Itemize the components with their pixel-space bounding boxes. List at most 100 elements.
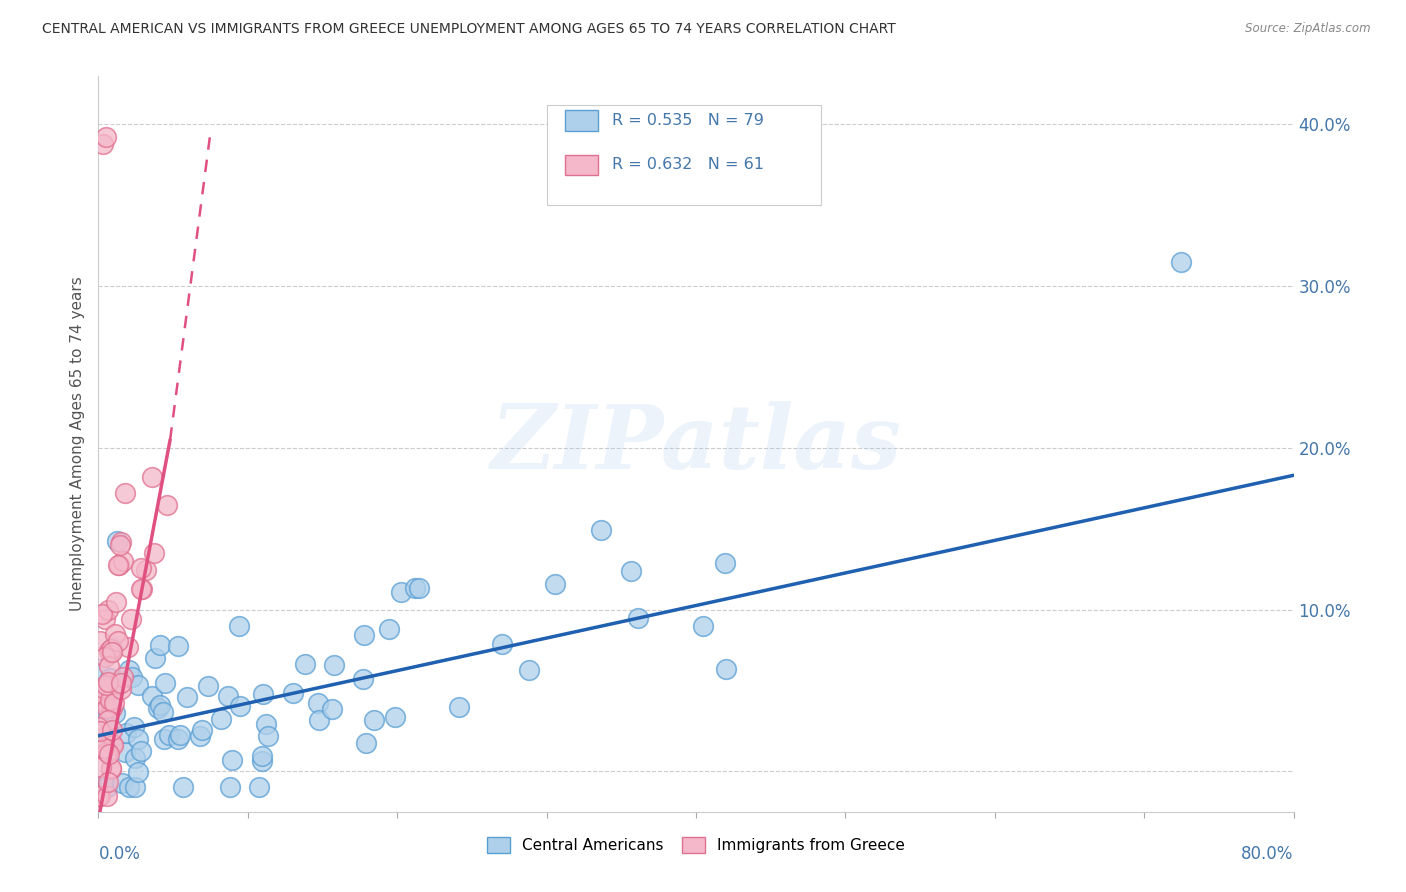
Point: [98, 646, 121, 660]
Point: [129, 561, 152, 575]
Point: [91, 607, 114, 622]
Point: [98, 731, 121, 745]
Point: [155, 676, 177, 690]
Point: [384, 710, 406, 724]
Point: [156, 498, 179, 512]
Point: [101, 681, 124, 695]
FancyBboxPatch shape: [547, 105, 821, 204]
Point: [627, 611, 650, 625]
Point: [97, 699, 120, 714]
Point: [188, 729, 211, 743]
Text: Source: ZipAtlas.com: Source: ZipAtlas.com: [1246, 22, 1371, 36]
Text: 80.0%: 80.0%: [1241, 845, 1294, 863]
Point: [98, 658, 121, 673]
Point: [491, 637, 513, 651]
Point: [103, 696, 125, 710]
Point: [141, 689, 163, 703]
Point: [167, 640, 190, 654]
Point: [100, 723, 122, 738]
Point: [96, 780, 118, 795]
Point: [517, 664, 540, 678]
Point: [94, 650, 117, 665]
Point: [98, 692, 121, 706]
Point: [110, 675, 132, 690]
Point: [131, 582, 153, 597]
Point: [172, 780, 194, 795]
Point: [100, 701, 122, 715]
Point: [143, 546, 166, 560]
Point: [447, 700, 470, 714]
Point: [100, 671, 122, 685]
Point: [716, 662, 738, 676]
Point: [91, 687, 114, 701]
Point: [143, 651, 166, 665]
Point: [121, 670, 143, 684]
Point: [692, 618, 714, 632]
Point: [250, 749, 273, 764]
Point: [96, 692, 118, 706]
Point: [197, 680, 219, 694]
Point: [91, 681, 114, 695]
Point: [110, 682, 132, 697]
Point: [307, 696, 329, 710]
FancyBboxPatch shape: [565, 154, 598, 175]
FancyBboxPatch shape: [565, 111, 598, 131]
Point: [104, 627, 127, 641]
Point: [107, 558, 129, 572]
Point: [101, 738, 124, 752]
Point: [100, 761, 122, 775]
Point: [408, 581, 430, 595]
Point: [100, 645, 122, 659]
Point: [105, 533, 128, 548]
Point: [87, 789, 110, 803]
Point: [257, 729, 280, 743]
Point: [97, 674, 120, 689]
Point: [228, 619, 250, 633]
Point: [129, 743, 152, 757]
Point: [89, 634, 111, 648]
Point: [124, 751, 146, 765]
Point: [149, 638, 172, 652]
Point: [114, 746, 136, 760]
Point: [101, 641, 124, 656]
Point: [98, 747, 121, 761]
Point: [323, 658, 346, 673]
Point: [252, 687, 274, 701]
Point: [219, 780, 242, 795]
Point: [363, 713, 385, 727]
Point: [281, 686, 304, 700]
Point: [94, 130, 117, 145]
Y-axis label: Unemployment Among Ages 65 to 74 years: Unemployment Among Ages 65 to 74 years: [69, 277, 84, 611]
Point: [101, 737, 124, 751]
Point: [93, 730, 115, 744]
Point: [111, 776, 134, 790]
Text: R = 0.632   N = 61: R = 0.632 N = 61: [613, 157, 765, 172]
Legend: Central Americans, Immigrants from Greece: Central Americans, Immigrants from Greec…: [481, 830, 911, 859]
Point: [118, 663, 141, 677]
Point: [135, 563, 157, 577]
Point: [254, 717, 277, 731]
Point: [191, 723, 214, 737]
Point: [91, 779, 114, 793]
Point: [308, 714, 330, 728]
Point: [176, 690, 198, 704]
Point: [1170, 255, 1192, 269]
Point: [96, 745, 118, 759]
Point: [90, 760, 112, 774]
Point: [111, 670, 134, 684]
Point: [89, 662, 111, 676]
Point: [229, 699, 252, 714]
Point: [100, 762, 122, 776]
Text: CENTRAL AMERICAN VS IMMIGRANTS FROM GREECE UNEMPLOYMENT AMONG AGES 65 TO 74 YEAR: CENTRAL AMERICAN VS IMMIGRANTS FROM GREE…: [42, 22, 896, 37]
Text: 0.0%: 0.0%: [98, 845, 141, 863]
Point: [96, 710, 118, 724]
Point: [96, 789, 118, 803]
Point: [100, 642, 122, 657]
Point: [118, 780, 141, 795]
Point: [93, 740, 115, 755]
Point: [112, 554, 135, 568]
Point: [166, 732, 188, 747]
Point: [96, 678, 118, 692]
Point: [107, 558, 129, 572]
Point: [620, 564, 643, 578]
